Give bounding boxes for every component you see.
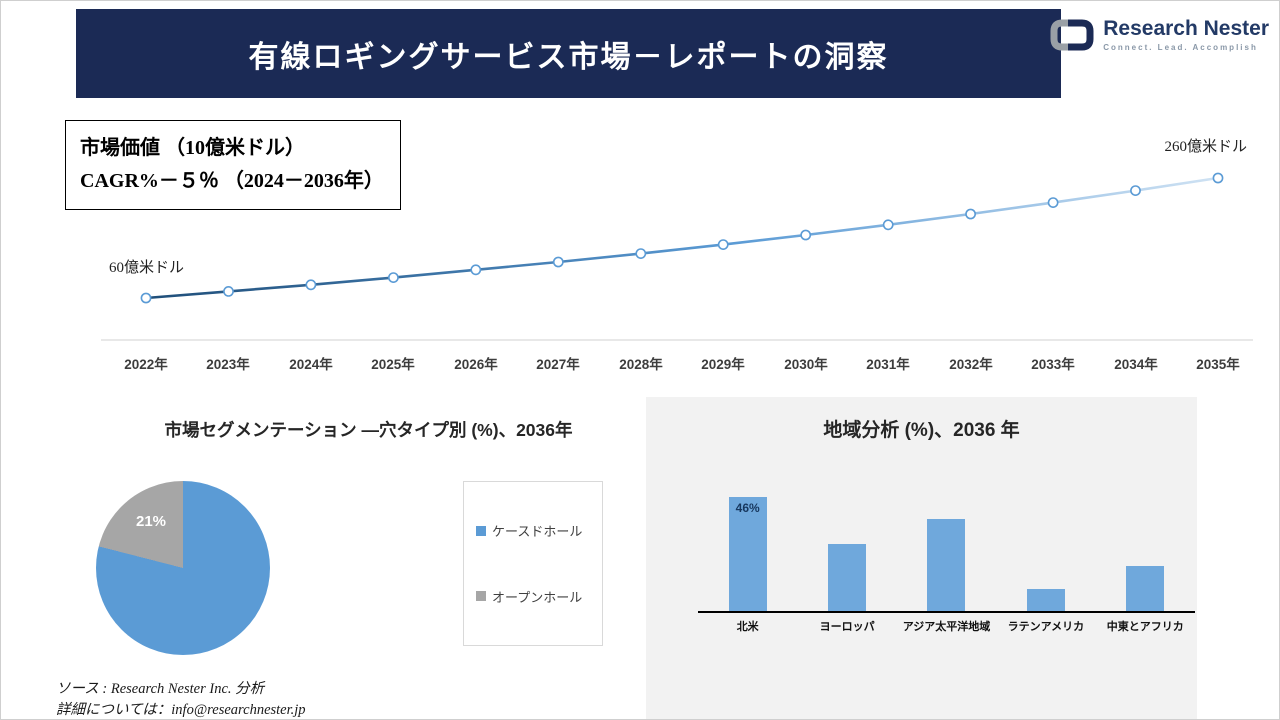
line-marker — [305, 279, 317, 291]
x-axis-label: 2033年 — [1031, 357, 1075, 372]
bar-category-label: アジア太平洋地域 — [902, 621, 991, 633]
x-axis-label: 2034年 — [1114, 357, 1158, 372]
x-axis-label: 2032年 — [949, 357, 993, 372]
brand-tagline: Connect. Lead. Accomplish — [1103, 43, 1258, 53]
x-axis-label: 2027年 — [536, 357, 580, 372]
x-axis-label: 2029年 — [701, 357, 745, 372]
bar-chart-x-axis: 北米 ヨーロッパ アジア太平洋地域 ラテンアメリカ 中東とアフリカ — [698, 618, 1195, 634]
line-marker — [635, 248, 647, 259]
segmentation-pie-chart — [96, 481, 270, 655]
legend-item-open-hole: オープンホール — [476, 587, 590, 606]
market-value-line-chart — [101, 172, 1253, 341]
x-axis-label: 2024年 — [289, 357, 333, 372]
line-marker — [1212, 172, 1224, 184]
cagr-label: CAGR%－５％ （2024－2036年） — [80, 170, 384, 192]
x-axis-label: 2026年 — [454, 357, 498, 372]
line-marker — [552, 256, 564, 268]
line-end-value-label: 260億米ドル — [1164, 139, 1247, 155]
line-marker — [965, 208, 976, 220]
line-marker — [800, 229, 812, 241]
line-start-value-label: 60億米ドル — [109, 260, 185, 276]
bar-chart-title: 地域分析 (%)、2036 年 — [823, 420, 1020, 441]
page-title: 有線ロギングサービス市場－レポートの洞察 — [248, 40, 889, 74]
line-chart-x-axis: 2022年 2023年 2024年 2025年 2026年 2027年 2028年 2029年… — [1, 353, 1279, 373]
legend-swatch-blue — [476, 525, 486, 536]
contact-note: 詳細については：info@researchnester.jp — [56, 702, 306, 718]
pie-slice-label: 21% — [135, 513, 167, 530]
x-axis-label: 2023年 — [206, 357, 250, 372]
regional-bar-chart: 46% — [698, 493, 1195, 613]
line-marker — [387, 272, 399, 283]
bar-1 — [828, 544, 867, 611]
legend-swatch-gray — [476, 591, 486, 602]
pie-legend: ケースドホール オープンホール — [463, 481, 603, 646]
bar-category-label: ラテンアメリカ — [1007, 621, 1085, 633]
research-nester-logo-icon — [1049, 17, 1095, 58]
brand-name: Research Nester — [1103, 17, 1269, 40]
title-banner: 有線ロギングサービス市場－レポートの洞察 — [76, 9, 1061, 98]
legend-item-cased-hole: ケースドホール — [476, 521, 590, 540]
brand-logo: Research Nester Connect. Lead. Accomplis… — [1049, 17, 1269, 58]
bar-2 — [927, 519, 966, 611]
bar-0: 46% — [728, 497, 767, 611]
key-metrics-box: 市場価値 （10億米ドル） CAGR%－５％ （2024－2036年） — [65, 120, 401, 210]
line-marker — [470, 264, 482, 276]
line-marker — [1047, 197, 1059, 208]
bar-4 — [1126, 566, 1165, 611]
source-note: ソース : Research Nester Inc. 分析 — [56, 681, 265, 697]
x-axis-label: 2022年 — [124, 357, 168, 372]
pie-chart-title: 市場セグメンテーション ―穴タイプ別 (%)、2036年 — [164, 420, 573, 440]
regional-analysis-panel: 地域分析 (%)、2036 年 46% 北米 ヨーロッパ アジア太平洋地域 ラテンアメ… — [646, 397, 1197, 719]
legend-label: オープンホール — [492, 589, 583, 605]
line-marker — [717, 239, 729, 250]
bar-category-label: ヨーロッパ — [819, 621, 875, 633]
x-axis-label: 2031年 — [866, 357, 910, 372]
legend-label: ケースドホール — [492, 524, 583, 540]
bar-value-label: 46% — [735, 501, 760, 515]
x-axis-label: 2035年 — [1196, 357, 1240, 372]
line-marker — [223, 285, 234, 297]
bar-category-label: 中東とアフリカ — [1106, 621, 1184, 633]
market-value-label: 市場価値 （10億米ドル） — [80, 137, 305, 159]
line-marker — [140, 292, 152, 304]
x-axis-label: 2028年 — [619, 357, 663, 372]
bar-category-label: 北米 — [736, 621, 759, 633]
x-axis-label: 2030年 — [784, 357, 828, 372]
line-marker — [1130, 185, 1141, 196]
line-marker — [882, 219, 894, 231]
bar-3 — [1026, 589, 1065, 611]
x-axis-label: 2025年 — [371, 357, 415, 372]
